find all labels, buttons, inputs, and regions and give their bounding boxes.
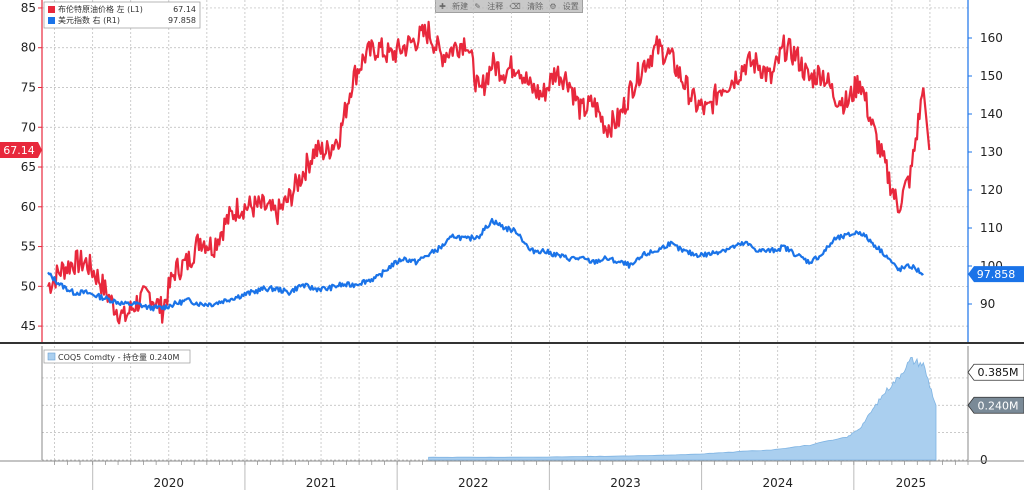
legend-entry-name: 美元指数 右 (R1) <box>58 15 120 25</box>
left-tick-label: 85 <box>21 1 36 15</box>
legend-swatch <box>48 6 55 13</box>
last-value-badge-brent <box>0 142 42 159</box>
badge-open-interest-last <box>967 396 1024 414</box>
right-tick-label: 90 <box>980 297 995 311</box>
x-tick-label: 2025 <box>896 476 927 490</box>
legend-entry-name: COQ5 Comdty - 持仓量 0.240M <box>58 352 179 362</box>
legend-box <box>43 349 191 364</box>
legend-box <box>43 1 201 29</box>
legend-entry-value: 97.858 <box>168 16 196 25</box>
right-tick-label: 130 <box>980 145 1003 159</box>
chart-toolbar[interactable]: ✚ 新建 ✎ 注释 ⌫ 清除 ⚙ 设置 <box>435 0 583 13</box>
badge-layer: 67.14 97.858 0.385M 0.240M <box>0 142 1024 414</box>
legend-entry-name: 布伦特原油价格 左 (L1) <box>58 4 143 14</box>
gear-icon[interactable]: ⚙ <box>549 1 557 11</box>
left-tick-label: 45 <box>21 319 36 333</box>
badge-label-last: 0.240M <box>978 399 1019 412</box>
badge-open-interest-peak <box>967 363 1024 381</box>
toolbar-label[interactable]: 新建 <box>452 1 469 11</box>
series-line-dxy <box>47 217 924 312</box>
series-line-brent <box>46 20 925 325</box>
legend-swatch <box>48 17 55 24</box>
pencil-icon[interactable]: ✎ <box>474 1 482 11</box>
last-value-label-dxy: 97.858 <box>977 268 1016 281</box>
left-tick-label: 70 <box>21 120 36 134</box>
left-tick-label: 80 <box>21 41 36 55</box>
toolbar-label[interactable]: 设置 <box>562 1 579 11</box>
toolbar-label[interactable]: 注释 <box>487 1 504 11</box>
legend-swatch <box>47 352 56 361</box>
last-value-badge-dxy <box>968 266 1024 283</box>
last-value-label-brent: 67.14 <box>3 144 35 157</box>
left-tick-label: 55 <box>21 240 36 254</box>
x-tick-label: 2021 <box>306 476 337 490</box>
area-layer <box>428 356 937 461</box>
x-tick-label: 2020 <box>154 476 185 490</box>
x-tick-label: 2023 <box>610 476 641 490</box>
toolbar-label[interactable]: 清除 <box>527 1 544 11</box>
grid-layer <box>42 0 969 461</box>
x-tick-label: 2024 <box>762 476 793 490</box>
right-tick-label: 120 <box>980 183 1003 197</box>
series-area-open-interest <box>428 356 937 461</box>
eraser-icon[interactable]: ⌫ <box>509 1 521 11</box>
left-tick-label: 75 <box>21 80 36 94</box>
right-tick-label: 140 <box>980 107 1003 121</box>
legend-layer: 布伦特原油价格 左 (L1) 67.14 美元指数 右 (R1) 97.858 COQ5… <box>43 1 201 364</box>
left-tick-label: 50 <box>21 279 36 293</box>
right-tick-label: 160 <box>980 31 1003 45</box>
bottom-right-tick-label: 0 <box>980 453 988 467</box>
plus-icon[interactable]: ✚ <box>439 1 446 11</box>
x-tick-label: 2022 <box>458 476 489 490</box>
left-tick-label: 60 <box>21 200 36 214</box>
series-line-brent-tail <box>922 87 931 151</box>
right-tick-label: 150 <box>980 69 1003 83</box>
left-tick-label: 65 <box>21 160 36 174</box>
legend-entry-value: 67.14 <box>173 5 196 14</box>
badge-label-peak: 0.385M <box>978 366 1019 379</box>
line-layer <box>46 20 931 325</box>
right-tick-label: 110 <box>980 221 1003 235</box>
